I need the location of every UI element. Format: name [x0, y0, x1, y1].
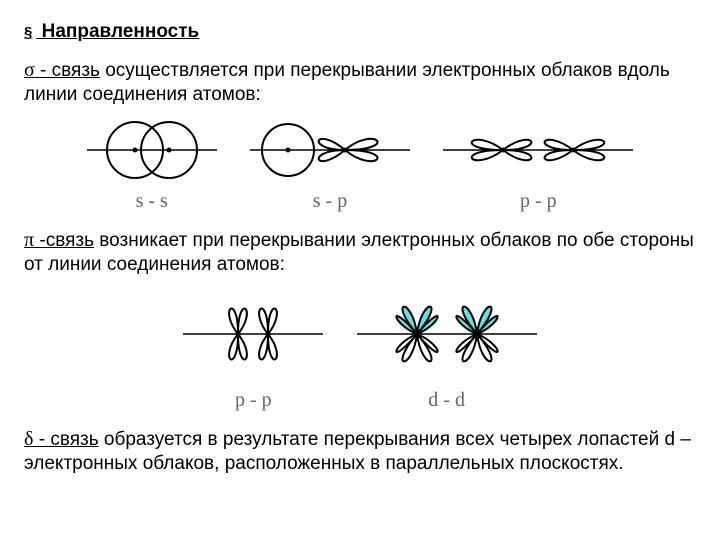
heading: § Направленность [24, 20, 696, 44]
fig-pp: p - p [443, 115, 633, 214]
orbital-dd [357, 284, 537, 384]
fig-sp: s - p [250, 115, 410, 214]
delta-label: - связь [33, 429, 98, 450]
heading-text: Направленность [42, 21, 200, 42]
pi-figures: p - p d - d [24, 284, 696, 413]
pi-paragraph: π -связь возникает при перекрывании элек… [24, 228, 696, 277]
sigma-symbol: σ [24, 59, 35, 81]
pi-text: возникает при перекрывании электронных о… [24, 230, 694, 275]
sigma-figures: s - s s - p p - p [24, 115, 696, 214]
label-pp2: p - p [183, 388, 323, 413]
label-sp: s - p [250, 189, 410, 214]
label-ss: s - s [87, 189, 217, 214]
fig-ss: s - s [87, 115, 217, 214]
delta-text: образуется в результате перекрывания все… [24, 429, 691, 474]
label-dd: d - d [357, 388, 537, 413]
orbital-ss [87, 115, 217, 185]
fig-pp2: p - p [183, 284, 323, 413]
orbital-pp [443, 115, 633, 185]
sigma-paragraph: σ - связь осуществляется при перекрывани… [24, 58, 696, 107]
pi-symbol: π [24, 229, 34, 251]
orbital-sp [250, 115, 410, 185]
sigma-text: осуществляется при перекрывании электрон… [24, 60, 670, 105]
fig-dd: d - d [357, 284, 537, 413]
bullet: § [24, 24, 32, 41]
delta-paragraph: δ - связь образуется в результате перекр… [24, 427, 696, 476]
label-pp: p - p [443, 189, 633, 214]
sigma-label: - связь [35, 60, 100, 81]
pi-label: -связь [34, 230, 94, 251]
orbital-pi-pp [183, 284, 323, 384]
